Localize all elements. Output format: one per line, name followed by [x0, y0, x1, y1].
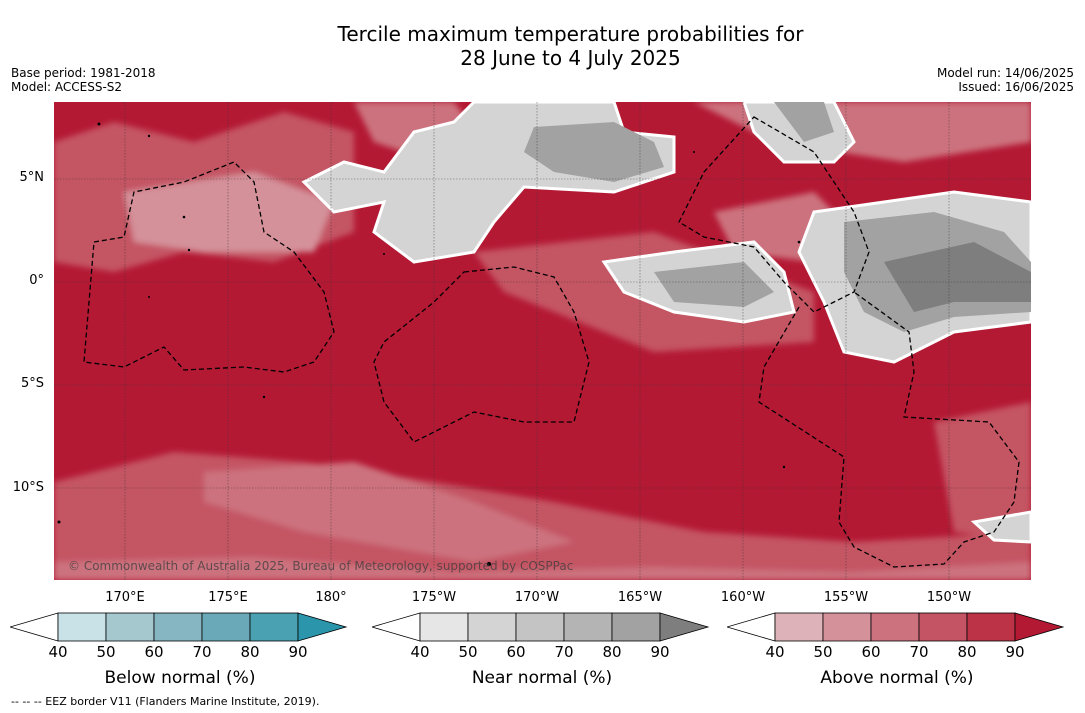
base-period: Base period: 1981-2018: [11, 66, 156, 80]
eez-footnote: -- -- -- EEZ border V11 (Flanders Marine…: [11, 695, 320, 708]
near-tick: 50: [458, 643, 478, 661]
near-tick: 70: [554, 643, 574, 661]
below-normal-colorbar: [10, 612, 348, 642]
lon-label-170e: 170°E: [105, 590, 145, 605]
below-cbar-seg-6: [297, 612, 348, 642]
near-tick: 40: [410, 643, 430, 661]
above-cbar-seg-3: [870, 612, 920, 642]
near-cbar-seg-0: [372, 612, 421, 642]
above-tick: 40: [765, 643, 785, 661]
near-tick: 90: [650, 643, 670, 661]
below-cbar-seg-3: [153, 612, 203, 642]
near-cbar-seg-3: [515, 612, 565, 642]
lat-label-5n: 5°N: [19, 170, 45, 185]
probability-map: [54, 102, 1031, 580]
above-tick: 70: [909, 643, 929, 661]
lon-label-165w: 165°W: [617, 590, 663, 605]
above-cbar-seg-2: [822, 612, 872, 642]
lon-label-175w: 175°W: [411, 590, 457, 605]
model-run: Model run: 14/06/2025: [936, 66, 1074, 80]
below-tick: 80: [240, 643, 260, 661]
lat-label-5s: 5°S: [20, 376, 44, 391]
title-line-2: 28 June to 4 July 2025: [460, 46, 681, 70]
above-cbar-seg-0: [727, 612, 776, 642]
below-tick: 50: [96, 643, 116, 661]
near-normal-label: Near normal (%): [471, 668, 613, 688]
run-info: Model run: 14/06/2025 Issued: 16/06/2025: [937, 66, 1074, 94]
lon-label-170w: 170°W: [514, 590, 560, 605]
near-cbar-seg-4: [563, 612, 613, 642]
above-tick: 90: [1005, 643, 1025, 661]
above-tick: 50: [813, 643, 833, 661]
below-cbar-seg-2: [105, 612, 155, 642]
below-tick: 70: [192, 643, 212, 661]
lat-label-10s: 10°S: [12, 480, 44, 495]
above-tick: 60: [861, 643, 881, 661]
near-cbar-seg-2: [467, 612, 517, 642]
graticule: [54, 102, 1031, 580]
eez-borders: [83, 116, 1020, 568]
near-tick: 80: [602, 643, 622, 661]
below-normal-label: Below normal (%): [104, 668, 256, 688]
above-cbar-seg-1: [774, 612, 824, 642]
near-cbar-seg-5: [611, 612, 661, 642]
near-normal-patches: [301, 102, 1031, 544]
below-tick: 40: [48, 643, 68, 661]
below-cbar-seg-5: [249, 612, 299, 642]
below-cbar-seg-1: [57, 612, 107, 642]
map-title: Tercile maximum temperature probabilitie…: [0, 22, 1085, 70]
issued-date: Issued: 16/06/2025: [958, 80, 1074, 94]
lat-label-0: 0°: [29, 273, 44, 288]
below-tick: 60: [144, 643, 164, 661]
lon-label-175e: 175°E: [208, 590, 248, 605]
below-tick: 90: [288, 643, 308, 661]
near-tick: 60: [506, 643, 526, 661]
above-normal-label: Above normal (%): [820, 668, 974, 688]
above-cbar-seg-5: [966, 612, 1016, 642]
lon-label-155w: 155°W: [823, 590, 869, 605]
copyright-notice: © Commonwealth of Australia 2025, Bureau…: [68, 559, 574, 573]
above-normal-colorbar: [727, 612, 1065, 642]
near-normal-colorbar: [372, 612, 710, 642]
above-tick: 80: [957, 643, 977, 661]
near-cbar-seg-6: [659, 612, 710, 642]
lon-label-150w: 150°W: [926, 590, 972, 605]
near-cbar-seg-1: [419, 612, 469, 642]
map-svg: [54, 102, 1031, 580]
above-cbar-seg-6: [1014, 612, 1065, 642]
base-info: Base period: 1981-2018 Model: ACCESS-S2: [11, 66, 156, 94]
lon-label-180: 180°: [315, 590, 347, 605]
title-line-1: Tercile maximum temperature probabilitie…: [337, 22, 804, 46]
above-cbar-seg-4: [918, 612, 968, 642]
lon-label-160w: 160°W: [720, 590, 766, 605]
islands: [57, 122, 801, 566]
model-name: Model: ACCESS-S2: [11, 80, 123, 94]
below-cbar-seg-0: [10, 612, 59, 642]
below-cbar-seg-4: [201, 612, 251, 642]
